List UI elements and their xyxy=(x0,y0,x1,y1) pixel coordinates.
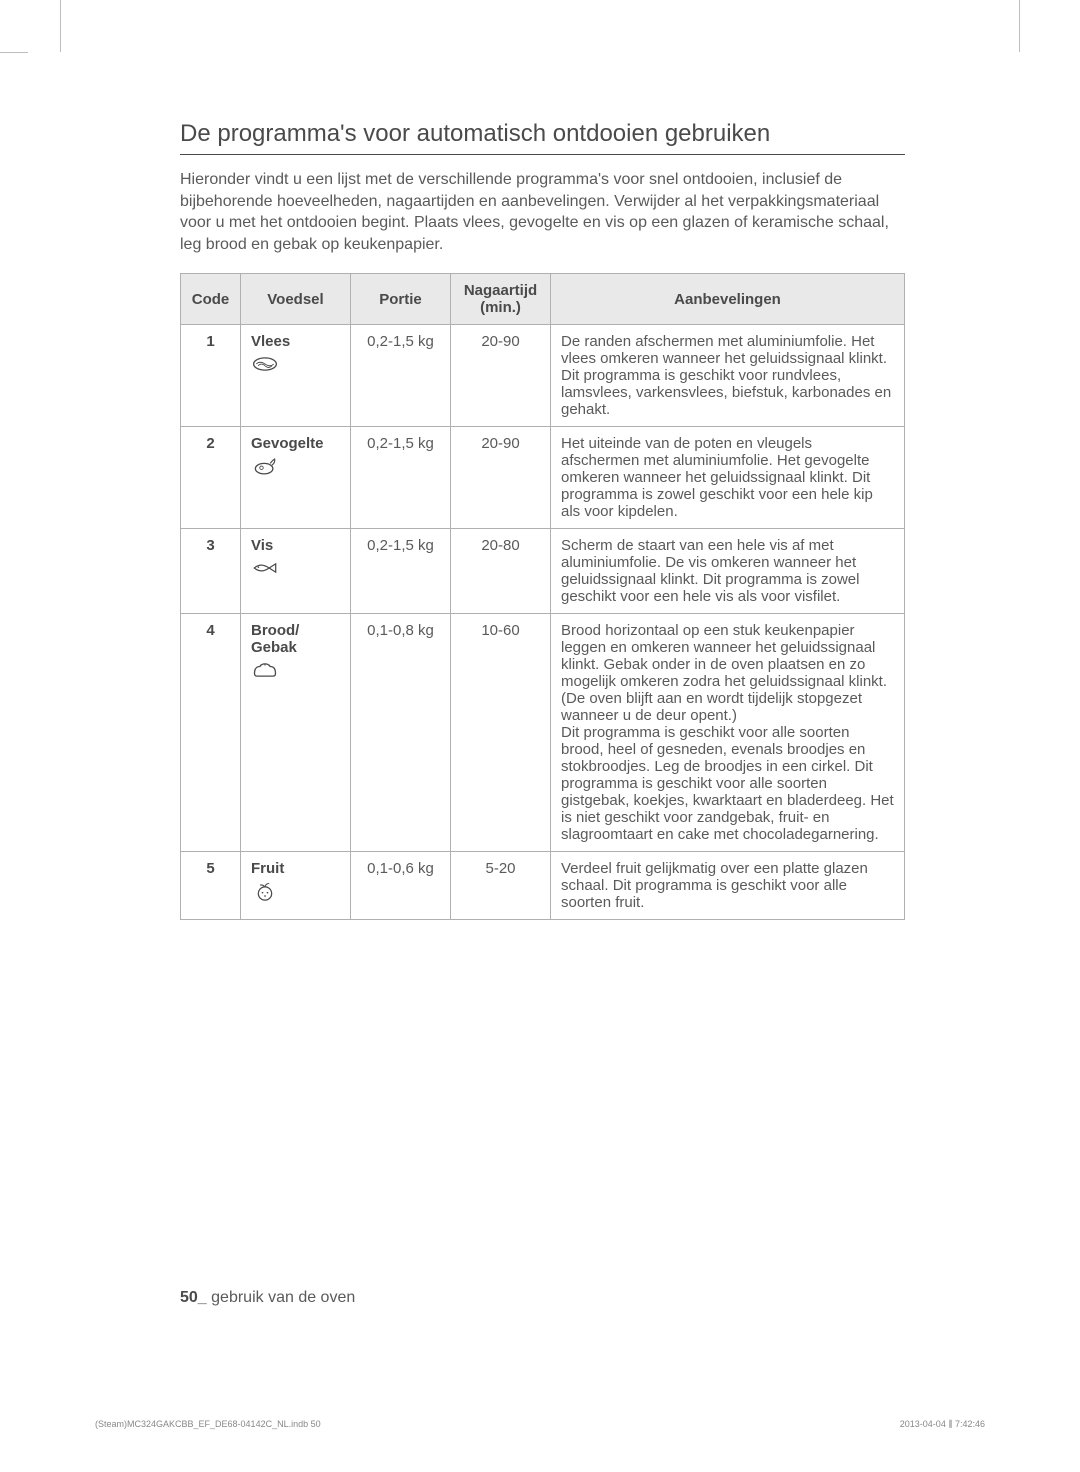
table-row: 5 Fruit 0,1-0,6 kg 5-20 Verdeel fruit ge… xyxy=(181,852,905,920)
cell-portion: 0,1-0,6 kg xyxy=(351,852,451,920)
food-label: Vlees xyxy=(251,333,290,350)
cell-food: Fruit xyxy=(241,852,351,920)
cell-code: 5 xyxy=(181,852,241,920)
food-label: Fruit xyxy=(251,860,284,877)
cell-rec: Verdeel fruit gelijkmatig over een platt… xyxy=(551,852,905,920)
fish-icon xyxy=(251,558,279,578)
cell-time: 5-20 xyxy=(451,852,551,920)
cell-rec: De randen afschermen met aluminiumfolie.… xyxy=(551,325,905,427)
food-label: Brood/ Gebak xyxy=(251,622,299,656)
cell-time: 20-80 xyxy=(451,529,551,614)
print-file: (Steam)MC324GAKCBB_EF_DE68-04142C_NL.ind… xyxy=(95,1419,321,1430)
table-row: 4 Brood/ Gebak 0,1-0,8 kg 10-60 Brood ho… xyxy=(181,614,905,852)
th-code: Code xyxy=(181,274,241,325)
page-footer: 50_ gebruik van de oven xyxy=(180,1289,355,1307)
cell-portion: 0,2-1,5 kg xyxy=(351,529,451,614)
cell-portion: 0,1-0,8 kg xyxy=(351,614,451,852)
food-label: Gevogelte xyxy=(251,435,324,452)
cell-food: Brood/ Gebak xyxy=(241,614,351,852)
fruit-icon xyxy=(251,881,279,901)
defrost-table: Code Voedsel Portie Nagaartijd (min.) Aa… xyxy=(180,273,905,920)
crop-mark xyxy=(60,0,61,52)
cell-rec: Het uiteinde van de poten en vleugels af… xyxy=(551,427,905,529)
cell-rec: Scherm de staart van een hele vis af met… xyxy=(551,529,905,614)
bread-icon xyxy=(251,660,279,680)
footer-text: gebruik van de oven xyxy=(207,1289,356,1306)
meat-icon xyxy=(251,354,279,374)
poultry-icon xyxy=(251,456,279,476)
cell-food: Vis xyxy=(241,529,351,614)
print-timestamp: 2013-04-04 ⫼ 7:42:46 xyxy=(900,1419,985,1430)
page-content: De programma's voor automatisch ontdooie… xyxy=(0,0,1080,920)
section-title: De programma's voor automatisch ontdooie… xyxy=(180,120,905,155)
table-row: 3 Vis 0,2-1,5 kg 20-80 Scherm de staart … xyxy=(181,529,905,614)
crop-mark xyxy=(0,52,28,53)
cell-time: 20-90 xyxy=(451,427,551,529)
cell-portion: 0,2-1,5 kg xyxy=(351,325,451,427)
table-row: 2 Gevogelte 0,2-1,5 kg 20-90 Het uiteind… xyxy=(181,427,905,529)
cell-food: Gevogelte xyxy=(241,427,351,529)
cell-code: 2 xyxy=(181,427,241,529)
cell-rec: Brood horizontaal op een stuk keukenpapi… xyxy=(551,614,905,852)
intro-paragraph: Hieronder vindt u een lijst met de versc… xyxy=(180,169,905,255)
th-rec: Aanbevelingen xyxy=(551,274,905,325)
th-food: Voedsel xyxy=(241,274,351,325)
food-label: Vis xyxy=(251,537,273,554)
print-metadata: (Steam)MC324GAKCBB_EF_DE68-04142C_NL.ind… xyxy=(95,1419,985,1430)
table-row: 1 Vlees 0,2-1,5 kg 20-90 De randen afsch… xyxy=(181,325,905,427)
cell-time: 10-60 xyxy=(451,614,551,852)
cell-code: 1 xyxy=(181,325,241,427)
cell-code: 3 xyxy=(181,529,241,614)
cell-time: 20-90 xyxy=(451,325,551,427)
page-number: 50_ xyxy=(180,1289,207,1306)
crop-mark xyxy=(1019,0,1020,52)
cell-food: Vlees xyxy=(241,325,351,427)
cell-code: 4 xyxy=(181,614,241,852)
th-time: Nagaartijd (min.) xyxy=(451,274,551,325)
cell-portion: 0,2-1,5 kg xyxy=(351,427,451,529)
th-portion: Portie xyxy=(351,274,451,325)
